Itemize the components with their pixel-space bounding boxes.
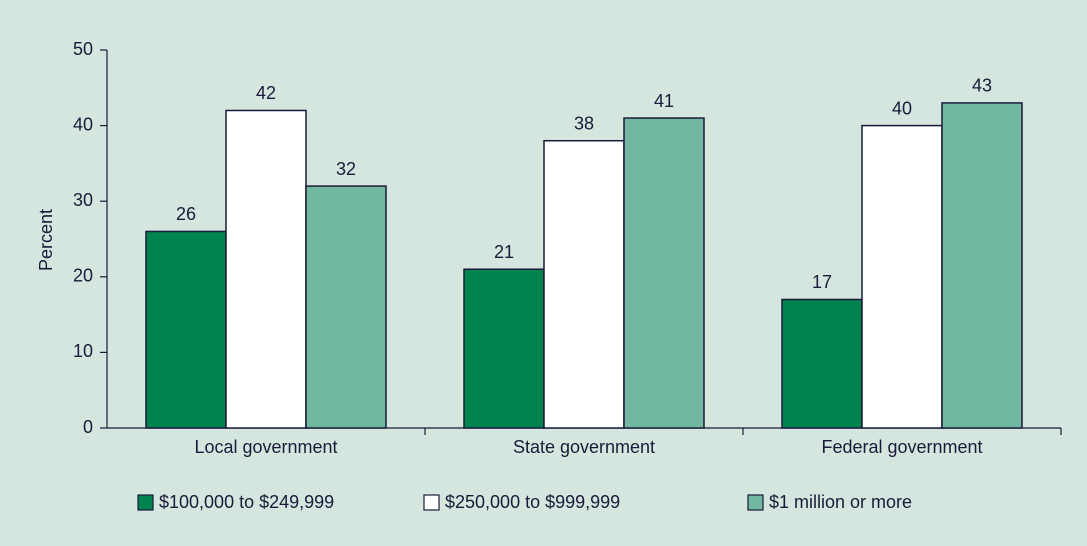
data-label: 43 [972, 76, 992, 96]
legend-swatch [137, 494, 154, 511]
data-label: 21 [494, 242, 514, 262]
bar [145, 230, 227, 429]
legend-label: $250,000 to $999,999 [445, 492, 620, 512]
y-tick-label: 40 [73, 114, 93, 134]
bar [543, 139, 625, 429]
y-tick-label: 0 [83, 417, 93, 437]
legend-label: $1 million or more [769, 492, 912, 512]
bar [305, 185, 387, 429]
data-label: 41 [654, 91, 674, 111]
bar [861, 124, 943, 429]
data-label: 32 [336, 159, 356, 179]
bar [225, 109, 307, 429]
data-label: 26 [176, 204, 196, 224]
y-tick-label: 30 [73, 190, 93, 210]
data-label: 17 [812, 272, 832, 292]
y-axis-title: Percent [36, 209, 56, 271]
bar [781, 298, 863, 429]
y-tick-label: 20 [73, 266, 93, 286]
data-label: 40 [892, 98, 912, 118]
legend-label: $100,000 to $249,999 [159, 492, 334, 512]
data-label: 42 [256, 83, 276, 103]
legend-swatch [747, 494, 764, 511]
bar [463, 268, 545, 429]
y-tick-label: 50 [73, 39, 93, 59]
x-tick-label: Federal government [821, 437, 982, 457]
bar [941, 102, 1023, 429]
legend-swatch [423, 494, 440, 511]
x-tick-label: Local government [194, 437, 337, 457]
bar [623, 117, 705, 429]
data-label: 38 [574, 113, 594, 133]
y-tick-label: 10 [73, 341, 93, 361]
x-tick-label: State government [513, 437, 655, 457]
